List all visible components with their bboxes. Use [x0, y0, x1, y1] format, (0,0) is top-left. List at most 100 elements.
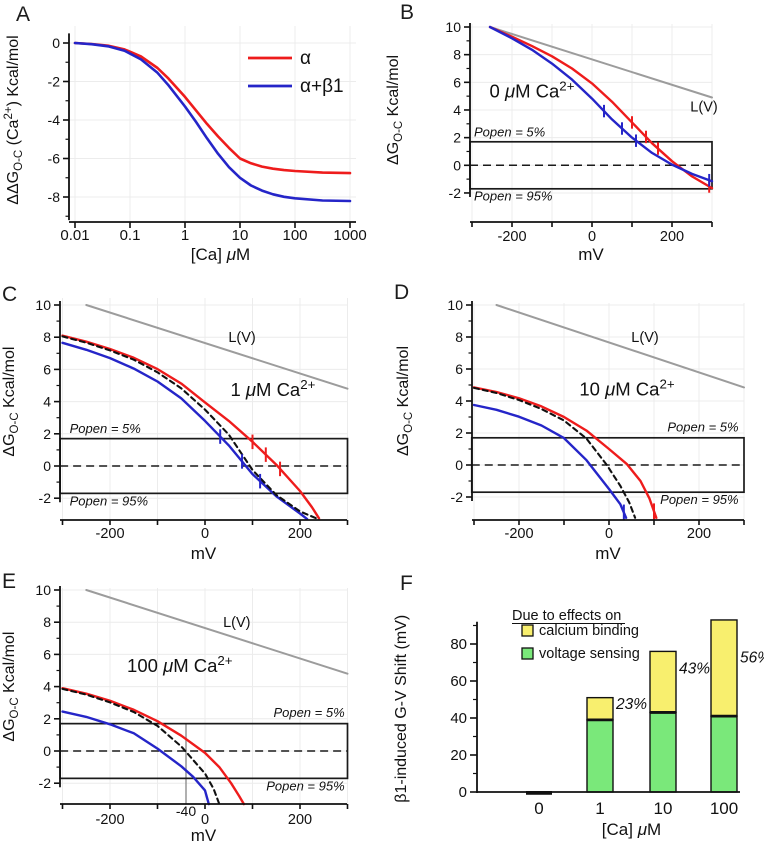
- x-tick-label: 200: [687, 526, 711, 542]
- y-tick-label: -2: [39, 490, 52, 506]
- y-tick-label: 6: [455, 361, 463, 377]
- panel-f-plot: 23% 43% 56% 0 1 10 100 0 20 40 60 80 Due to effects …: [393, 608, 764, 839]
- panel-d: D -200 0 200 10 8 6 4 2 0 -2 10 μM Ca2+ L(V) Popen =…: [382, 280, 764, 565]
- x-tick-label: 0.01: [60, 227, 89, 244]
- x-tick-label: 0: [201, 812, 209, 828]
- bar-voltage-sensing: [710, 715, 738, 793]
- y-tick-label: 80: [450, 636, 467, 653]
- ca-concentration-label: 0 μM Ca2+: [490, 79, 575, 102]
- panel-e: E -40 -200 0 200 10 8 6 4 2 0 -2 100 μM Ca2+ L(V) Pop…: [0, 565, 382, 853]
- alpha-curve: [472, 386, 658, 519]
- panel-d-label: D: [394, 281, 410, 304]
- panel-c-plot: -200 0 200 10 8 6 4 2 0 -2 1 μM Ca2+ L(V) Popen = 5%…: [1, 297, 349, 563]
- alpha-beta1-curve: [488, 25, 714, 183]
- y-axis-title: ΔGO-C Kcal/mol: [1, 347, 21, 457]
- y-tick-label: 0: [52, 35, 60, 51]
- bar-calcium-binding: [586, 696, 614, 721]
- bar-voltage-sensing: [586, 719, 614, 793]
- popen-95-label: Popen = 95%: [70, 493, 148, 508]
- vline-minus40-label: -40: [176, 803, 196, 819]
- y-axis-title: ΔGO-C Kcal/mol: [385, 55, 405, 165]
- popen-95-label: Popen = 95%: [660, 492, 738, 507]
- y-axis-title: ΔΔGO-C (Ca2+) Kcal/mol: [3, 35, 25, 204]
- x-axis-title: mV: [595, 544, 621, 563]
- y-axis-title: ΔGO-C Kcal/mol: [395, 346, 415, 456]
- lv-label: L(V): [690, 99, 717, 115]
- popen-5-label: Popen = 5%: [667, 419, 738, 434]
- y-tick-label: 4: [455, 393, 463, 409]
- legend-label: α: [300, 48, 311, 69]
- legend-title: Due to effects on: [512, 608, 621, 624]
- alpha-beta1-curve: [73, 41, 352, 203]
- panel-f: F 23% 43% 56% 0 1 10 100 0 20 40 60 80 Due to effect…: [382, 565, 764, 853]
- pct-label: 23%: [615, 696, 647, 713]
- y-tick-label: 4: [43, 394, 51, 410]
- popen-5-label: Popen = 5%: [70, 421, 141, 436]
- y-axis-title: β1-induced G-V Shift (mV): [393, 615, 410, 803]
- lv-label: L(V): [631, 330, 658, 346]
- pct-label: 43%: [679, 661, 710, 678]
- x-tick-label: 0: [605, 526, 613, 542]
- panel-a: A 0.01 0.1 1 10 100 1000 0 -2 -4 -6 -8 α α+β1 ΔΔGO-C …: [0, 0, 382, 280]
- dashed-fit-curve: [61, 335, 320, 521]
- x-tick-label: 200: [660, 229, 684, 245]
- popen-5-label: Popen = 5%: [474, 124, 545, 139]
- panel-b-plot: -200 0 200 10 8 6 4 2 0 -2 0 μM Ca2+ L(V) Popen = 5%…: [385, 19, 718, 264]
- y-tick-label: 40: [450, 710, 467, 727]
- y-tick-label: 2: [43, 711, 51, 727]
- x-tick-label: 200: [288, 812, 312, 828]
- y-tick-label: 8: [453, 47, 461, 63]
- y-tick-label: 6: [43, 361, 51, 377]
- dashed-fit-curve: [472, 386, 637, 519]
- legend-label: α+β1: [300, 76, 344, 97]
- y-tick-label: 2: [453, 130, 461, 146]
- pct-label: 56%: [740, 650, 764, 667]
- ca-concentration-label: 1 μM Ca2+: [230, 377, 315, 400]
- x-axis-title: [Ca] μM: [191, 245, 250, 264]
- panel-c: C -200 0 200 10 8 6 4 2 0 -2 1 μM Ca2+ L(V) Popen = …: [0, 280, 382, 565]
- panel-e-label: E: [2, 570, 17, 593]
- y-tick-label: 0: [43, 458, 51, 474]
- y-tick-label: -8: [48, 189, 61, 205]
- y-tick-label: 4: [453, 102, 461, 118]
- y-tick-label: -6: [48, 151, 61, 167]
- y-tick-label: 8: [43, 614, 51, 630]
- panel-a-label: A: [16, 3, 31, 26]
- y-tick-label: 6: [453, 74, 461, 90]
- x-tick-label: 100: [282, 227, 307, 244]
- x-tick-label: 1: [595, 799, 604, 818]
- lv-line: [495, 304, 745, 389]
- x-tick-label: -200: [504, 526, 533, 542]
- alpha-beta1-curve: [61, 341, 309, 521]
- y-tick-label: -2: [449, 185, 462, 201]
- y-tick-label: -4: [48, 112, 61, 128]
- y-tick-label: 0: [459, 784, 467, 801]
- x-tick-label: 0: [534, 799, 543, 818]
- y-tick-label: 8: [43, 329, 51, 345]
- y-tick-label: 0: [453, 157, 461, 173]
- y-tick-label: 2: [455, 425, 463, 441]
- x-axis-title: [Ca] μM: [602, 820, 661, 839]
- y-tick-label: 10: [447, 297, 463, 313]
- y-tick-label: -2: [48, 74, 61, 90]
- y-axis-title: ΔGO-C Kcal/mol: [1, 632, 21, 742]
- x-tick-label: 10: [232, 227, 249, 244]
- panel-b: B -200 0 200 10 8 6 4 2 0 -2 0 μM Ca2+ L(V) Popen = …: [382, 0, 764, 280]
- alpha-curve: [73, 41, 352, 175]
- y-tick-label: -2: [451, 489, 464, 505]
- alpha-curve: [61, 687, 246, 806]
- panel-f-label: F: [400, 572, 413, 595]
- alpha-curve: [61, 334, 321, 520]
- lv-label: L(V): [228, 330, 255, 346]
- y-tick-label: 60: [450, 673, 467, 690]
- alpha-curve: [488, 25, 714, 190]
- panel-b-label: B: [400, 1, 415, 24]
- y-tick-label: 0: [455, 457, 463, 473]
- y-tick-label: 8: [455, 329, 463, 345]
- x-axis-title: mV: [191, 544, 217, 563]
- panel-a-plot: 0.01 0.1 1 10 100 1000 0 -2 -4 -6 -8 α α+β1 ΔΔGO-C (C…: [3, 26, 367, 264]
- legend-swatch: [521, 624, 534, 637]
- y-tick-label: 10: [35, 582, 51, 598]
- legend-swatch: [521, 647, 534, 660]
